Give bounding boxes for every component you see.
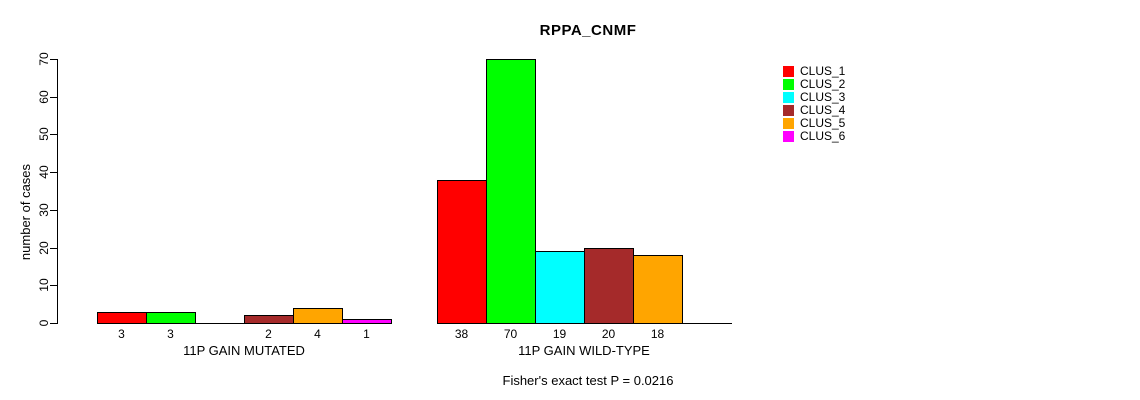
legend-label: CLUS_2 bbox=[800, 77, 846, 91]
legend-swatch-clus_5 bbox=[783, 118, 794, 129]
legend-label: CLUS_1 bbox=[800, 64, 846, 78]
y-axis-label: number of cases bbox=[18, 163, 33, 261]
y-axis-line bbox=[57, 59, 58, 324]
legend-label: CLUS_3 bbox=[800, 90, 846, 104]
bar-value-label: 70 bbox=[503, 327, 518, 341]
bar-clus_1 bbox=[97, 312, 147, 324]
bar-clus_4 bbox=[584, 248, 634, 324]
y-tick-label: 10 bbox=[37, 278, 51, 292]
legend: CLUS_1 CLUS_2 CLUS_3 CLUS_4 CLUS_5 CLUS_6 bbox=[783, 65, 903, 143]
legend-swatch-clus_1 bbox=[783, 66, 794, 77]
legend-swatch-clus_4 bbox=[783, 105, 794, 116]
bar-clus_5 bbox=[633, 255, 683, 324]
bar-clus_2 bbox=[486, 59, 536, 324]
bar-clus_4 bbox=[244, 315, 294, 324]
group-label: 11P GAIN WILD-TYPE bbox=[518, 343, 650, 358]
y-tick-label: 70 bbox=[37, 52, 51, 66]
y-tick bbox=[50, 285, 57, 287]
chart-title: RPPA_CNMF bbox=[539, 22, 637, 39]
y-tick bbox=[50, 247, 57, 249]
bar-value-label: 3 bbox=[118, 327, 125, 341]
legend-item: CLUS_2 bbox=[783, 78, 903, 91]
y-tick-label: 40 bbox=[37, 165, 51, 179]
bar-clus_3 bbox=[535, 251, 585, 324]
y-tick-label: 20 bbox=[37, 240, 51, 255]
legend-item: CLUS_5 bbox=[783, 117, 903, 130]
y-tick-label: 0 bbox=[37, 319, 51, 327]
bar-value-label: 38 bbox=[454, 327, 469, 341]
legend-item: CLUS_3 bbox=[783, 91, 903, 104]
bar-clus_1 bbox=[437, 180, 487, 324]
legend-label: CLUS_5 bbox=[800, 116, 846, 130]
bar-value-label: 19 bbox=[552, 327, 567, 341]
legend-label: CLUS_6 bbox=[800, 129, 846, 143]
y-tick-label: 30 bbox=[37, 203, 51, 217]
bar-clus_2 bbox=[146, 312, 196, 324]
bar-value-label: 2 bbox=[265, 327, 272, 341]
y-tick bbox=[50, 323, 57, 324]
bar-value-label: 1 bbox=[363, 327, 370, 341]
bar-value-label: 20 bbox=[601, 327, 616, 341]
y-tick bbox=[50, 59, 57, 60]
bar-value-label: 3 bbox=[167, 327, 174, 341]
legend-swatch-clus_2 bbox=[783, 79, 794, 90]
y-tick bbox=[50, 209, 57, 211]
legend-item: CLUS_4 bbox=[783, 104, 903, 117]
group-label: 11P GAIN MUTATED bbox=[183, 343, 305, 358]
bar-value-label: 18 bbox=[650, 327, 665, 341]
legend-swatch-clus_6 bbox=[783, 131, 794, 142]
legend-label: CLUS_4 bbox=[800, 103, 846, 117]
bar-value-label: 4 bbox=[314, 327, 321, 341]
y-tick bbox=[50, 96, 57, 98]
bar-clus_6 bbox=[342, 319, 392, 324]
legend-swatch-clus_3 bbox=[783, 92, 794, 103]
y-tick-label: 50 bbox=[37, 127, 51, 142]
y-tick bbox=[50, 172, 57, 174]
legend-item: CLUS_6 bbox=[783, 130, 903, 143]
legend-item: CLUS_1 bbox=[783, 65, 903, 78]
bar-clus_5 bbox=[293, 308, 343, 324]
footnote-fisher-test: Fisher's exact test P = 0.0216 bbox=[502, 373, 674, 388]
y-tick-label: 60 bbox=[37, 90, 51, 104]
y-tick bbox=[50, 134, 57, 136]
